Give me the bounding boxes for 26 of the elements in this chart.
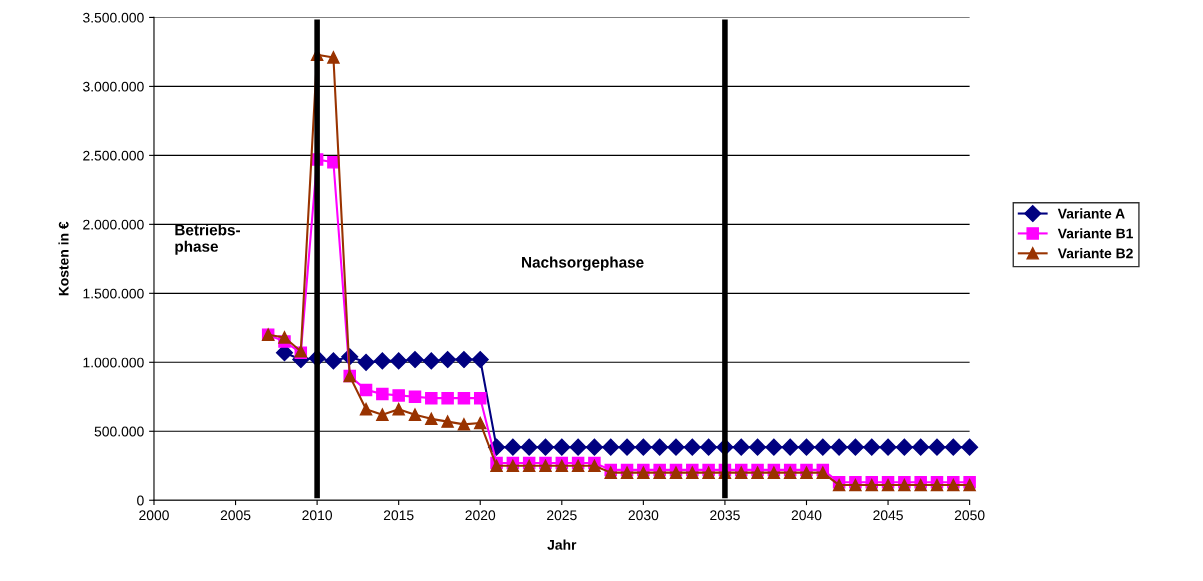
- y-tick-label: 3.500.000: [83, 12, 144, 23]
- legend-label: Variante B1: [1057, 228, 1133, 239]
- x-tick-label: 2030: [628, 510, 659, 521]
- y-tick-label: 2.000.000: [83, 219, 144, 230]
- x-tick-label: 2040: [791, 510, 822, 521]
- y-tick-label: 3.000.000: [83, 81, 144, 92]
- annotation: Betriebs- phase: [175, 224, 240, 255]
- x-tick-label: 2015: [383, 510, 414, 521]
- legend-label: Variante A: [1057, 208, 1125, 219]
- x-tick-label: 2005: [220, 510, 251, 521]
- x-tick-label: 2020: [465, 510, 496, 521]
- y-tick-label: 1.000.000: [83, 357, 144, 368]
- x-tick-label: 2035: [710, 510, 740, 521]
- legend-label: Variante B2: [1057, 248, 1133, 259]
- y-tick-label: 2.500.000: [83, 150, 144, 161]
- annotation: Nachsorgephase: [522, 256, 644, 271]
- x-axis-title: Jahr: [547, 539, 577, 550]
- y-tick-label: 1.500.000: [83, 288, 144, 299]
- x-tick-label: 2050: [954, 510, 985, 521]
- y-tick-label: 0: [137, 495, 144, 506]
- x-tick-label: 2000: [139, 510, 169, 521]
- y-tick-label: 500.000: [94, 426, 144, 437]
- y-axis-title: Kosten in €: [58, 221, 69, 296]
- x-tick-label: 2025: [547, 510, 577, 521]
- x-tick-label: 2010: [302, 510, 333, 521]
- x-tick-label: 2045: [873, 510, 903, 521]
